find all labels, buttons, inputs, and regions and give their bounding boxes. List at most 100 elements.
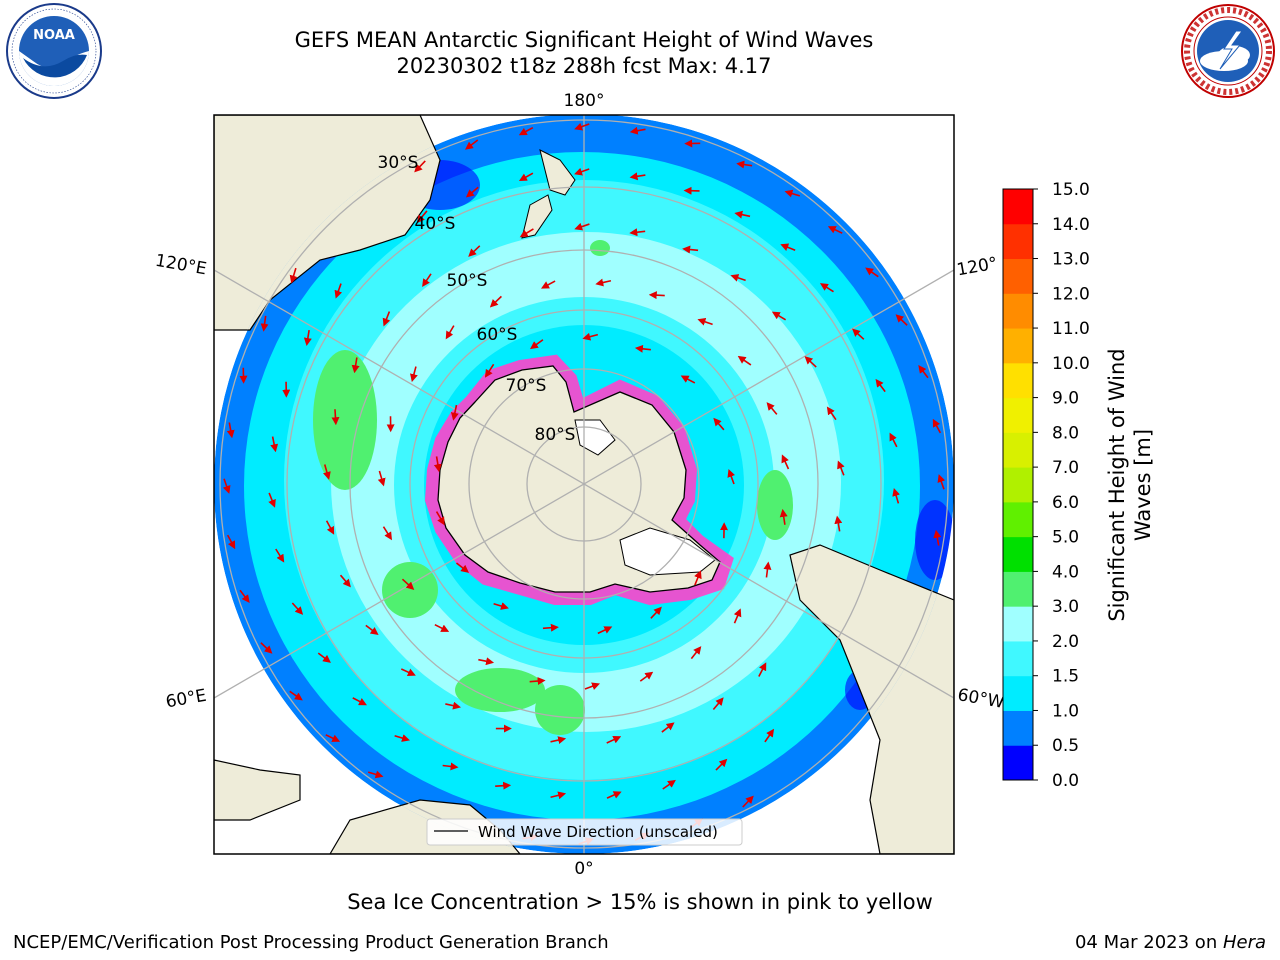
- wave-direction-arrow: [715, 758, 728, 771]
- wave-direction-arrow: [455, 562, 470, 573]
- lon-label-60e: 60°E: [164, 686, 208, 713]
- wave-direction-arrow: [268, 492, 276, 508]
- wave-direction-arrow: [852, 328, 865, 340]
- wave-direction-arrow: [377, 470, 386, 487]
- wave-direction-arrow: [275, 548, 285, 563]
- wave-direction-arrow: [819, 283, 834, 293]
- wave-direction-arrow: [489, 295, 502, 308]
- wave-direction-arrow: [339, 574, 351, 588]
- wave-direction-arrow: [550, 791, 567, 800]
- colorbar-tick-label: 1.5: [1052, 667, 1079, 687]
- lat-label-80s: 80°S: [535, 425, 576, 445]
- colorbar-tick-label: 11.0: [1052, 319, 1090, 339]
- wave-direction-arrow: [239, 589, 250, 603]
- wave-direction-arrow: [435, 511, 445, 526]
- colorbar-label-line1: Significant Height of Wind: [1105, 348, 1129, 621]
- wave-direction-arrow: [834, 515, 843, 532]
- wave-direction-arrow: [742, 795, 754, 808]
- wave-direction-arrow: [629, 172, 646, 181]
- wave-direction-arrow: [865, 267, 879, 278]
- wave-direction-arrow: [918, 365, 929, 379]
- wave-direction-arrow: [465, 186, 479, 198]
- wave-direction-arrow: [303, 330, 312, 346]
- wave-direction-arrow: [650, 606, 662, 619]
- wave-direction-arrow: [465, 139, 479, 150]
- wave-direction-arrow: [289, 267, 298, 284]
- wave-direction-arrow: [334, 283, 343, 299]
- wave-direction-arrow: [826, 406, 837, 421]
- wave-direction-arrow: [331, 409, 340, 426]
- wave-direction-arrow: [367, 770, 384, 779]
- sea-ice-note: Sea Ice Concentration > 15% is shown in …: [347, 890, 933, 914]
- wave-direction-arrow: [892, 488, 900, 504]
- wave-direction-arrow: [351, 357, 360, 374]
- wave-direction-arrow: [518, 126, 534, 136]
- lat-label-50s: 50°S: [447, 271, 488, 291]
- wave-direction-arrow: [226, 534, 236, 550]
- map-subtitle: 20230302 t18z 288h fcst Max: 4.17: [396, 54, 772, 78]
- wave-direction-arrow: [779, 508, 788, 525]
- colorbar-tick-label: 2.0: [1052, 632, 1079, 652]
- wave-direction-arrow: [352, 697, 367, 706]
- colorbar-segment: [1003, 571, 1033, 607]
- wave-direction-arrow: [550, 736, 567, 744]
- graticule: [214, 115, 954, 854]
- wave-direction-arrow: [766, 402, 778, 415]
- wave-direction-arrow: [495, 781, 512, 790]
- colorbar-tick-label: 7.0: [1052, 458, 1079, 478]
- colorbar-segment: [1003, 397, 1033, 433]
- wave-direction-arrow: [764, 728, 775, 743]
- wave-direction-arrow: [680, 375, 696, 384]
- wave-direction-arrow: [730, 274, 746, 282]
- wave-direction-arrow: [697, 317, 713, 326]
- colorbar-tick-label: 0.5: [1052, 736, 1079, 756]
- colorbar-segment: [1003, 328, 1033, 364]
- colorbar-tick-label: 9.0: [1052, 389, 1079, 409]
- colorbar-tick-label: 3.0: [1052, 597, 1079, 617]
- colorbar-tick-label: 12.0: [1052, 284, 1090, 304]
- colorbar-segment: [1003, 293, 1033, 329]
- colorbar-segment: [1003, 745, 1033, 781]
- wave-direction-arrow: [606, 735, 622, 744]
- wave-direction-arrow: [289, 690, 303, 701]
- lon-label-60w: 60°W: [956, 685, 1006, 713]
- lon-label-0: 0°: [574, 859, 593, 879]
- wave-direction-arrow: [606, 791, 622, 799]
- wave-direction-arrow: [317, 652, 331, 663]
- wave-direction-arrow: [937, 474, 946, 490]
- wave-direction-arrow: [712, 697, 724, 711]
- wave-direction-arrow: [410, 366, 418, 383]
- wave-direction-arrow: [414, 160, 426, 173]
- wave-direction-arrow: [445, 325, 455, 340]
- wave-direction-arrow: [442, 762, 459, 771]
- colorbar-segment: [1003, 675, 1033, 711]
- wave-direction-arrow: [542, 623, 559, 632]
- wave-direction-arrow: [434, 623, 450, 632]
- wave-direction-arrow: [291, 602, 304, 615]
- wave-direction-arrow: [582, 332, 599, 341]
- wave-direction-arrow: [595, 278, 612, 287]
- colorbar-tick-label: 4.0: [1052, 562, 1079, 582]
- wave-direction-arrow: [713, 417, 725, 431]
- map-frame: [213, 114, 955, 855]
- wave-direction-arrow: [433, 456, 442, 473]
- lat-label-60s: 60°S: [477, 325, 518, 345]
- wave-direction-arrow: [325, 520, 335, 535]
- wave-direction-arrow: [382, 311, 391, 327]
- colorbar-tick-label: 10.0: [1052, 354, 1090, 374]
- colorbar-segment: [1003, 710, 1033, 746]
- footer-date-text: 04 Mar 2023 on: [1074, 932, 1223, 953]
- nws-logo: [1181, 4, 1275, 98]
- colorbar-segment: [1003, 467, 1033, 503]
- wave-direction-arrow: [933, 529, 942, 546]
- wave-direction-arrow: [574, 122, 590, 131]
- colorbar-tick-label: 6.0: [1052, 493, 1079, 513]
- wave-direction-arrow: [727, 468, 736, 485]
- wave-direction-arrow: [584, 682, 601, 690]
- lat-label-40s: 40°S: [415, 214, 456, 234]
- wave-direction-arrow: [648, 291, 665, 300]
- wave-direction-arrow: [694, 570, 702, 586]
- wave-direction-arrow: [484, 363, 495, 378]
- colorbar-segment: [1003, 432, 1033, 468]
